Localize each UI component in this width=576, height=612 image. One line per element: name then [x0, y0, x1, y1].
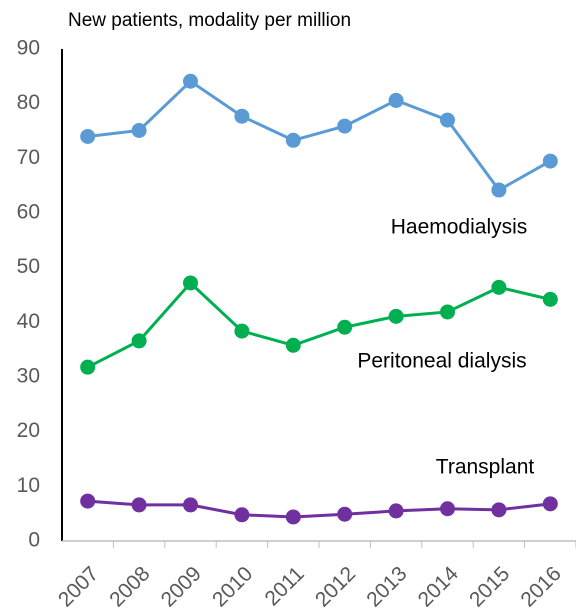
data-point — [131, 333, 147, 349]
data-point — [285, 337, 301, 353]
x-tick-label: 2010 — [208, 562, 257, 611]
y-tick-label: 60 — [17, 201, 40, 224]
data-point — [183, 73, 198, 89]
data-point — [183, 275, 198, 291]
y-tick-label: 40 — [17, 310, 40, 333]
data-point — [183, 497, 198, 513]
series-line — [87, 499, 551, 519]
y-tick-label: 20 — [17, 419, 40, 442]
series-line — [87, 280, 551, 369]
data-point — [542, 496, 558, 512]
y-tick-label: 90 — [17, 37, 40, 60]
data-point — [388, 503, 404, 519]
x-tick-label: 2013 — [362, 562, 411, 611]
series-label: Transplant — [436, 456, 535, 479]
x-tick-label: 2012 — [311, 562, 360, 611]
y-tick-label: 50 — [17, 255, 40, 278]
data-point — [542, 153, 558, 169]
x-tick-label: 2014 — [414, 562, 464, 612]
data-point — [440, 501, 455, 517]
data-point — [80, 493, 96, 509]
data-point — [388, 308, 404, 324]
data-point — [285, 509, 301, 525]
series-label: Peritoneal dialysis — [357, 350, 526, 373]
x-tick-label: 2007 — [54, 562, 103, 611]
data-point — [234, 507, 250, 523]
data-point — [80, 128, 96, 144]
data-point — [80, 359, 96, 375]
data-point — [337, 319, 353, 335]
y-tick-label: 10 — [17, 474, 40, 497]
y-tick-label: 0 — [28, 529, 40, 552]
data-point — [542, 291, 558, 307]
data-point — [337, 506, 353, 522]
data-point — [491, 279, 507, 295]
data-point — [491, 182, 507, 198]
y-tick-label: 70 — [17, 146, 40, 169]
series-label: Haemodialysis — [391, 216, 528, 239]
data-point — [388, 92, 404, 108]
data-point — [285, 132, 301, 148]
data-point — [234, 108, 250, 124]
y-tick-label: 30 — [17, 365, 40, 388]
x-tick-label: 2011 — [261, 562, 309, 610]
data-point — [234, 323, 250, 339]
x-tick-label: 2016 — [516, 562, 565, 611]
data-point — [491, 502, 507, 518]
series-line — [87, 79, 552, 192]
data-point — [440, 112, 455, 128]
x-tick-label: 2009 — [157, 562, 206, 611]
data-point — [337, 118, 353, 134]
x-tick-label: 2015 — [465, 562, 514, 611]
y-tick-label: 80 — [17, 91, 40, 114]
chart-title: New patients, modality per million — [68, 10, 351, 31]
data-point — [440, 304, 455, 320]
data-point — [131, 497, 147, 513]
x-tick-label: 2008 — [105, 562, 154, 611]
data-point — [131, 122, 147, 138]
